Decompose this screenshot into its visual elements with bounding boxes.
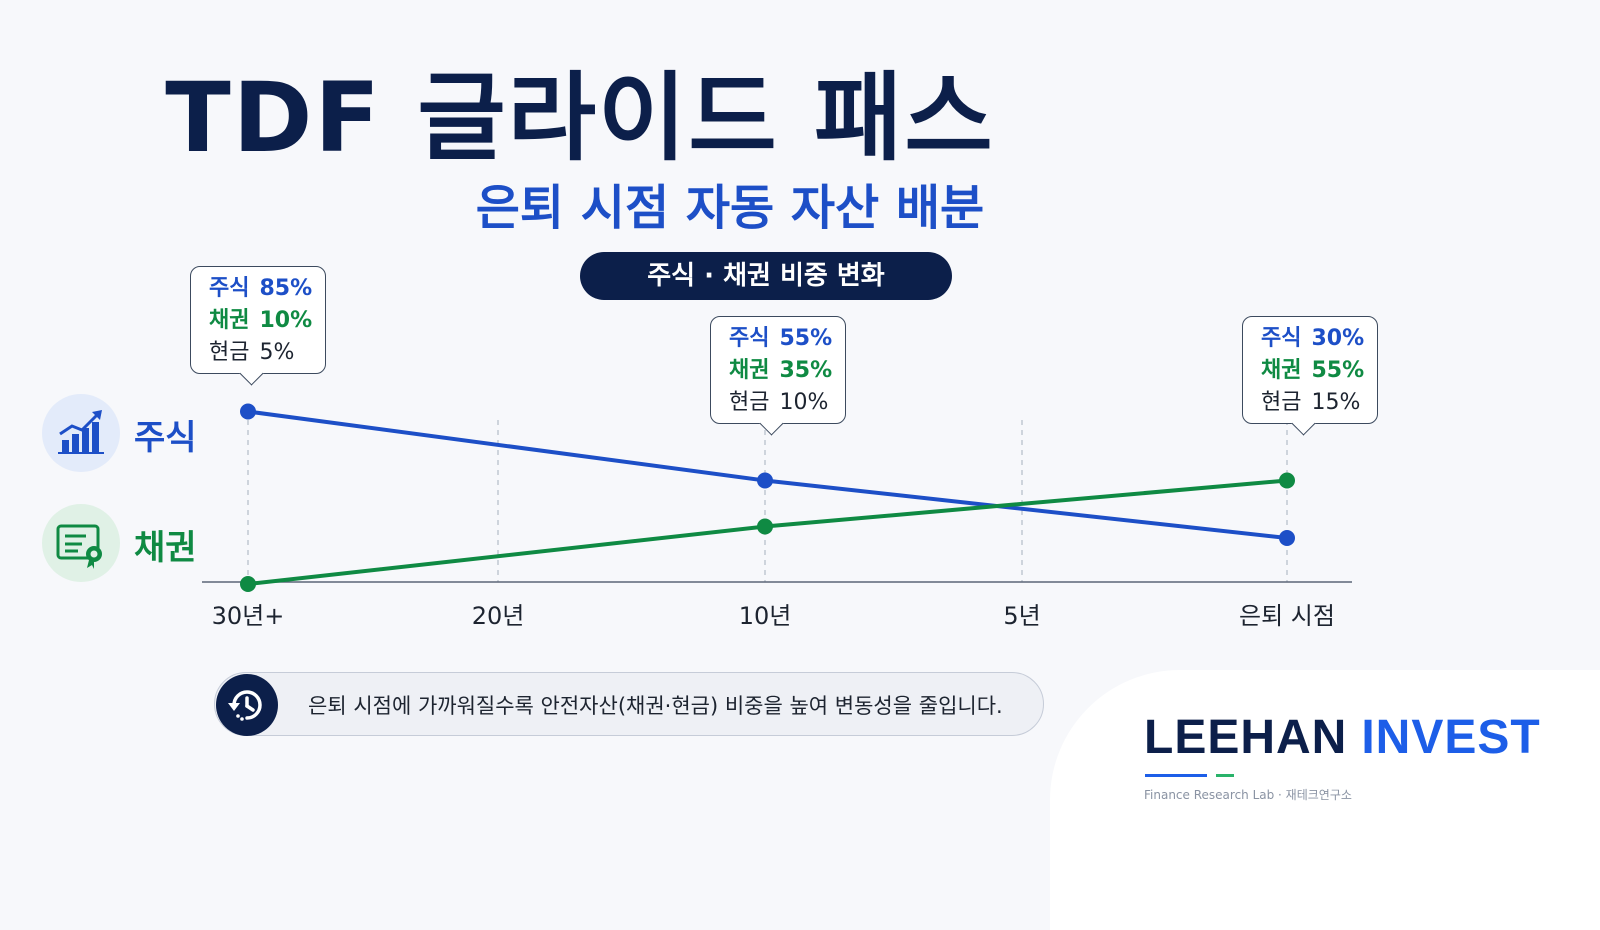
- bond-label: 채권: [729, 358, 770, 383]
- bond-legend-label: 채권: [134, 528, 197, 568]
- cash-label: 현금: [1261, 390, 1302, 415]
- cash-value: 5%: [259, 340, 295, 365]
- cash-label: 현금: [729, 390, 770, 415]
- stock-label: 주식: [1261, 326, 1302, 351]
- data-point-bond: [240, 576, 256, 592]
- callout-30-years: 주식 85% 채권 10% 현금 5%: [190, 266, 326, 386]
- data-point-bond: [1279, 472, 1295, 489]
- brand-name-invest: INVEST: [1361, 711, 1541, 764]
- x-tick-label: 은퇴 시점: [1239, 602, 1335, 630]
- stock-value: 85%: [259, 276, 313, 301]
- cash-label: 현금: [209, 340, 250, 365]
- x-tick-label: 5년: [1003, 602, 1040, 630]
- rising-bar-chart-icon: [42, 394, 120, 472]
- stock-label: 주식: [209, 276, 250, 301]
- callout-10-years: 주식 55% 채권 35% 현금 10%: [710, 316, 846, 436]
- clock-history-icon: [216, 674, 278, 736]
- glide-path-chart: 30년+ 20년 10년 5년 은퇴 시점: [202, 403, 1352, 630]
- callout-retirement: 주식 30% 채권 55% 현금 15%: [1242, 316, 1378, 436]
- cash-value: 15%: [1311, 390, 1361, 415]
- cash-value: 10%: [779, 390, 829, 415]
- info-note-text: 은퇴 시점에 가까워질수록 안전자산(채권·현금) 비중을 높여 변동성을 줄입…: [308, 694, 1003, 718]
- bond-label: 채권: [209, 308, 250, 333]
- data-point-bond: [757, 518, 773, 535]
- chart-title-pill: 주식 · 채권 비중 변화: [580, 252, 952, 300]
- bond-value: 10%: [259, 308, 313, 333]
- bond-value: 55%: [1311, 358, 1365, 383]
- brand-logo: LEEHAN INVEST: [1144, 710, 1541, 765]
- brand-underline-blue: [1145, 774, 1207, 777]
- brand-subtitle: Finance Research Lab · 재테크연구소: [1144, 788, 1352, 802]
- stock-value: 30%: [1311, 326, 1365, 351]
- bond-value: 35%: [779, 358, 833, 383]
- data-point-stock: [1279, 530, 1295, 546]
- stock-label: 주식: [729, 326, 770, 351]
- x-tick-label: 10년: [739, 602, 792, 630]
- bond-label: 채권: [1261, 358, 1302, 383]
- info-note-box: [214, 672, 1044, 736]
- certificate-icon: [42, 504, 120, 582]
- data-point-stock: [757, 472, 773, 489]
- brand-underline-green: [1216, 774, 1234, 777]
- brand-name-leehan: LEEHAN: [1144, 711, 1348, 764]
- stock-value: 55%: [779, 326, 833, 351]
- stock-legend-label: 주식: [134, 418, 197, 458]
- x-tick-label: 30년+: [212, 602, 285, 630]
- x-tick-label: 20년: [472, 602, 525, 630]
- page-title: TDF 글라이드 패스: [165, 62, 995, 174]
- page-subtitle: 은퇴 시점 자동 자산 배분: [475, 180, 985, 236]
- data-point-stock: [240, 403, 256, 420]
